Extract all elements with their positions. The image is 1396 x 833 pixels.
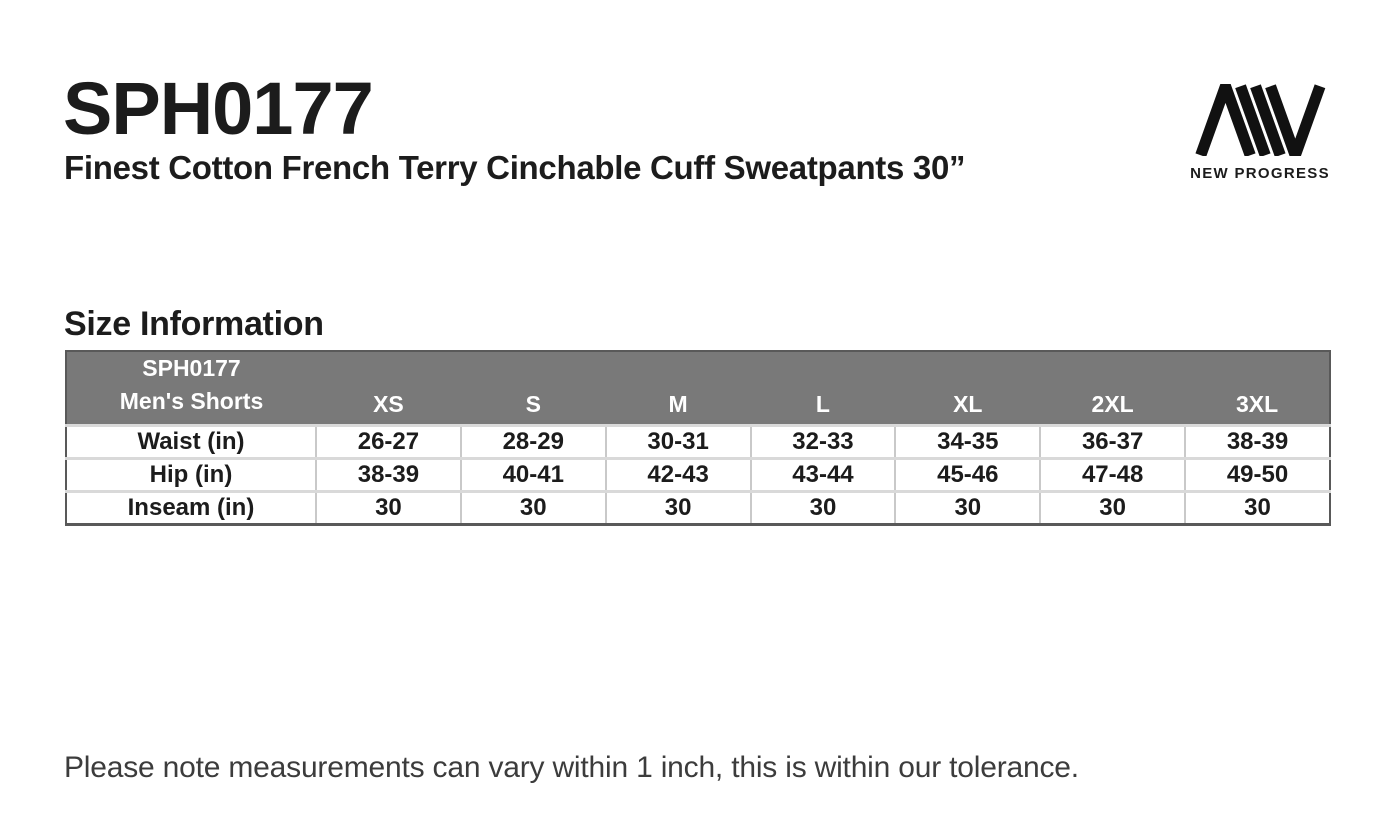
row-label-inseam: Inseam (in) — [127, 494, 255, 521]
waist-value: 36-37 — [1039, 425, 1186, 459]
column-header-s: S — [460, 351, 606, 426]
column-header-2xl: 2XL — [1040, 351, 1186, 426]
hip-value: 42-43 — [604, 458, 751, 492]
inseam-value: 30 — [315, 491, 461, 525]
size-table-header-row: SPH0177 Men's Shorts XS S M L XL 2XL 3XL — [66, 351, 1330, 426]
table-row-hip: Hip (in) 38-39 40-41 42-43 43-44 45-46 4… — [66, 458, 1330, 492]
column-header-m: M — [605, 351, 751, 426]
size-table: SPH0177 Men's Shorts XS S M L XL 2XL 3XL… — [65, 350, 1331, 526]
waist-value: 30-31 — [604, 425, 751, 459]
corner-product-code: SPH0177 — [142, 355, 241, 381]
hip-value: 45-46 — [894, 458, 1041, 492]
waist-value: 38-39 — [1184, 425, 1330, 459]
corner-product-type: Men's Shorts — [119, 388, 264, 414]
waist-value: 32-33 — [749, 425, 896, 459]
hip-value: 38-39 — [315, 458, 461, 492]
waist-value: 28-29 — [459, 425, 606, 459]
row-label-waist: Waist (in) — [137, 428, 245, 455]
tolerance-note: Please note measurements can vary within… — [64, 751, 1079, 784]
hip-value: 49-50 — [1184, 458, 1330, 492]
waist-value: 34-35 — [894, 425, 1041, 459]
inseam-value: 30 — [459, 491, 606, 525]
waist-value: 26-27 — [315, 425, 461, 459]
hip-value: 40-41 — [459, 458, 606, 492]
column-header-xs: XS — [316, 351, 461, 426]
brand-logo: NEW PROGRESS — [1186, 84, 1334, 182]
inseam-value: 30 — [604, 491, 751, 525]
hip-value: 47-48 — [1039, 458, 1186, 492]
column-header-l: L — [750, 351, 896, 426]
column-header-3xl: 3XL — [1185, 351, 1330, 426]
size-information-heading: Size Information — [64, 305, 324, 343]
inseam-value: 30 — [1039, 491, 1186, 525]
product-code-title: SPH0177 — [63, 67, 374, 150]
table-corner-cell: SPH0177 Men's Shorts — [66, 351, 316, 426]
inseam-value: 30 — [894, 491, 1041, 525]
new-progress-logo-icon — [1195, 84, 1326, 156]
table-row-inseam: Inseam (in) 30 30 30 30 30 30 30 — [66, 491, 1330, 525]
hip-value: 43-44 — [749, 458, 896, 492]
brand-name: NEW PROGRESS — [1190, 165, 1330, 182]
inseam-value: 30 — [1184, 491, 1330, 525]
product-subtitle: Finest Cotton French Terry Cinchable Cuf… — [64, 149, 966, 186]
column-header-xl: XL — [895, 351, 1041, 426]
table-row-waist: Waist (in) 26-27 28-29 30-31 32-33 34-35… — [66, 425, 1330, 459]
inseam-value: 30 — [749, 491, 896, 525]
row-label-hip: Hip (in) — [149, 461, 233, 488]
